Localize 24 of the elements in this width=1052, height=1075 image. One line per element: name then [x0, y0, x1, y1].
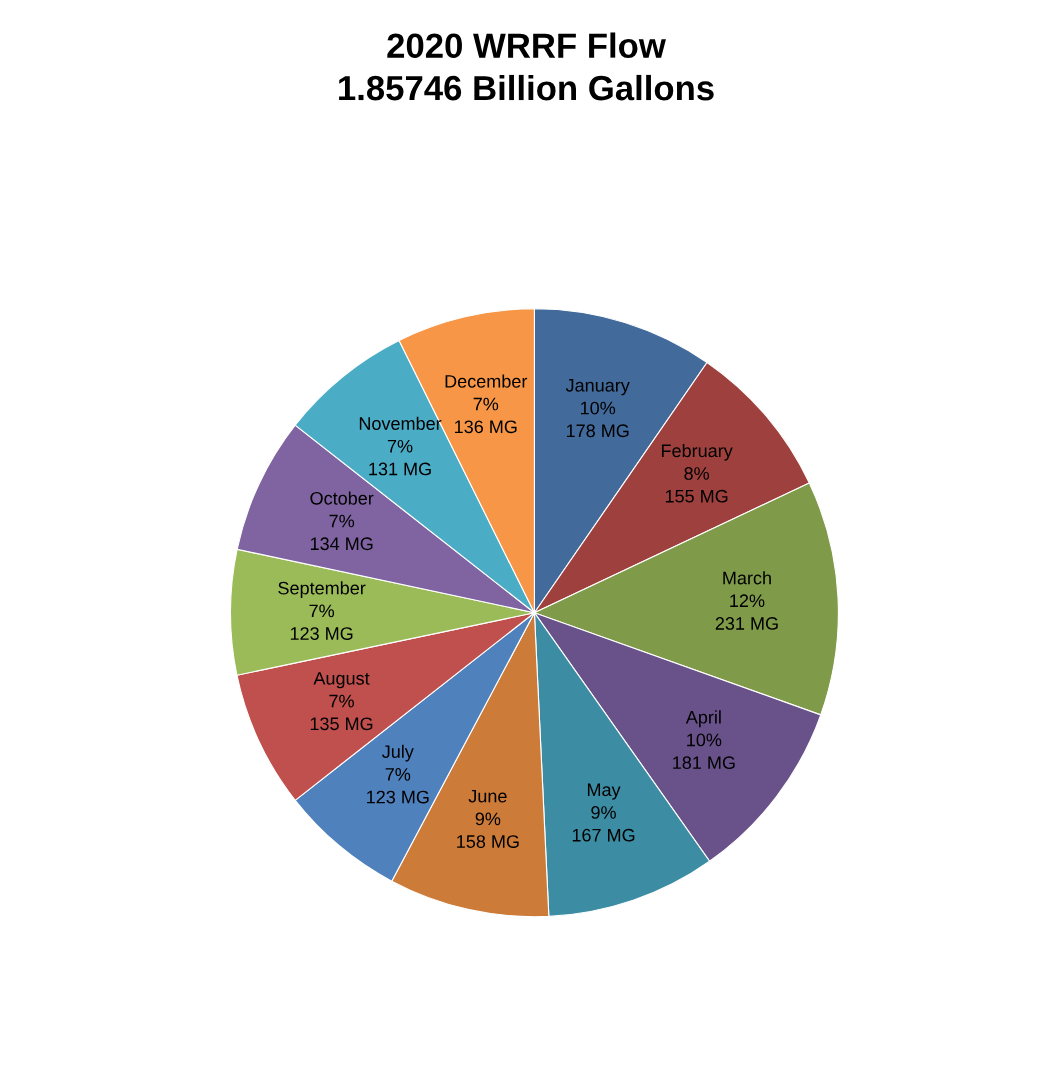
- data-label: 7% 123 MG: [290, 604, 353, 640]
- chart-title: 2020 WRRF Flow 1.85746 Billion Gallons: [339, 32, 714, 101]
- data-label: 8% 155 MG: [665, 467, 728, 503]
- data-label: 7% 131 MG: [369, 439, 431, 476]
- slice-label: December: [445, 374, 528, 388]
- data-label: 7% 134 MG: [310, 514, 373, 551]
- data-label: 10% 181 MG: [673, 733, 735, 770]
- slice-label: April: [685, 710, 721, 728]
- slice-label: October: [310, 491, 374, 505]
- slice-label: August: [313, 672, 370, 689]
- data-label: 7% 123 MG: [367, 768, 429, 804]
- data-label: 10% 178 MG: [566, 401, 629, 438]
- data-label: 9% 158 MG: [457, 812, 519, 848]
- slice-label: March: [723, 571, 771, 585]
- slice-label: September: [278, 581, 366, 599]
- data-label: 9% 167 MG: [572, 806, 635, 842]
- slice-label: June: [468, 789, 507, 803]
- data-label: 12% 231 MG: [715, 594, 778, 630]
- data-label: 7% 135 MG: [310, 694, 373, 731]
- slice-label: July: [382, 744, 414, 762]
- slice-label: February: [661, 443, 733, 461]
- data-label: 7% 136 MG: [455, 397, 517, 434]
- slice-label: January: [565, 379, 630, 396]
- slice-label: May: [587, 783, 621, 800]
